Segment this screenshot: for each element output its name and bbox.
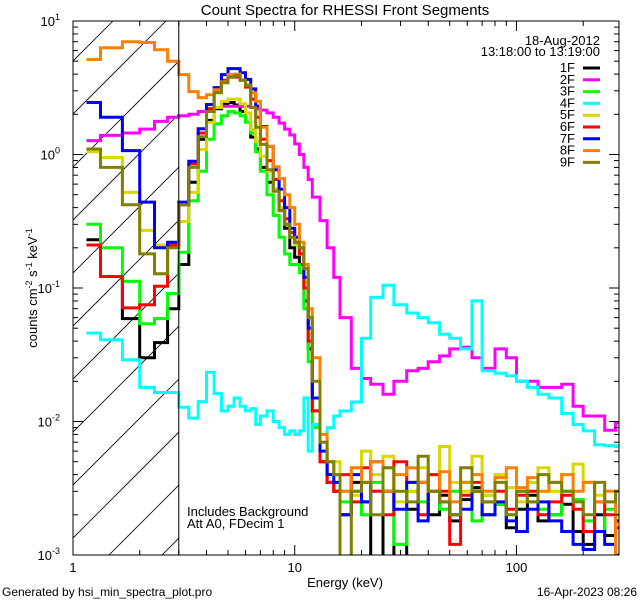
chart-title: Count Spectra for RHESSI Front Segments xyxy=(201,2,489,19)
y-label-base: counts cm xyxy=(25,288,40,347)
legend-label-8F: 8F xyxy=(560,143,575,158)
y-tick-exponent: -2 xyxy=(52,413,60,423)
x-tick-label: 100 xyxy=(506,560,528,575)
y-tick-label: 10-2 xyxy=(38,413,60,430)
y-label-mid: s xyxy=(25,270,40,281)
excluded-energy-hatch xyxy=(0,21,179,555)
y-tick-base: 10 xyxy=(38,415,52,430)
y-label-mid2: keV xyxy=(25,236,40,262)
x-tick-label: 1 xyxy=(69,560,76,575)
hatch-line xyxy=(73,21,167,115)
y-tick-label: 101 xyxy=(41,12,60,29)
legend-label-9F: 9F xyxy=(560,154,575,169)
annotation-attenuator: Att A0, FDecim 1 xyxy=(187,516,285,531)
y-tick-base: 10 xyxy=(38,281,52,296)
y-axis-label: counts cm-2 s-1 keV-1 xyxy=(24,228,40,347)
y-tick-label: 10-1 xyxy=(38,279,60,296)
y-tick-exponent: -3 xyxy=(52,546,60,556)
x-tick-label: 10 xyxy=(288,560,302,575)
series-group xyxy=(86,40,619,555)
legend-label-7F: 7F xyxy=(560,131,575,146)
hatch-line xyxy=(73,272,179,380)
y-tick-label: 100 xyxy=(41,146,60,163)
series-9F xyxy=(86,74,619,555)
footer-timestamp: 16-Apr-2023 08:26 xyxy=(537,585,637,599)
hatch-line xyxy=(73,60,179,168)
y-tick-exponent: 1 xyxy=(55,12,60,22)
legend: 18-Aug-2012 13:18:00 to 13:19:00 1F2F3F4… xyxy=(481,33,600,169)
hatch-line xyxy=(73,431,179,539)
legend-time-range: 13:18:00 to 13:19:00 xyxy=(481,44,600,59)
y-label-exp1: -2 xyxy=(24,280,34,288)
legend-label-3F: 3F xyxy=(560,84,575,99)
y-tick-label: 10-3 xyxy=(38,546,60,563)
x-tick-labels: 1 10 100 xyxy=(69,560,527,575)
hatch-line xyxy=(73,378,179,486)
y-tick-base: 10 xyxy=(41,148,55,163)
y-tick-base: 10 xyxy=(41,14,55,29)
x-axis-label: Energy (keV) xyxy=(307,575,383,590)
hatch-line xyxy=(73,219,179,327)
legend-label-1F: 1F xyxy=(560,60,575,75)
y-label-exp3: -1 xyxy=(24,228,34,236)
hatch-line xyxy=(0,21,7,555)
footer-generated-by: Generated by hsi_min_spectra_plot.pro xyxy=(2,585,212,599)
legend-label-4F: 4F xyxy=(560,95,575,110)
y-tick-exponent: -1 xyxy=(52,279,60,289)
legend-label-6F: 6F xyxy=(560,119,575,134)
legend-label-5F: 5F xyxy=(560,107,575,122)
y-label-exp2: -1 xyxy=(24,262,34,270)
annotation-background: Includes Background xyxy=(187,504,308,519)
y-tick-base: 10 xyxy=(38,548,52,563)
axis-ticks xyxy=(72,21,619,556)
legend-date: 18-Aug-2012 xyxy=(525,33,600,48)
legend-label-2F: 2F xyxy=(560,72,575,87)
y-tick-exponent: 0 xyxy=(55,146,60,156)
series-1F xyxy=(86,101,619,555)
